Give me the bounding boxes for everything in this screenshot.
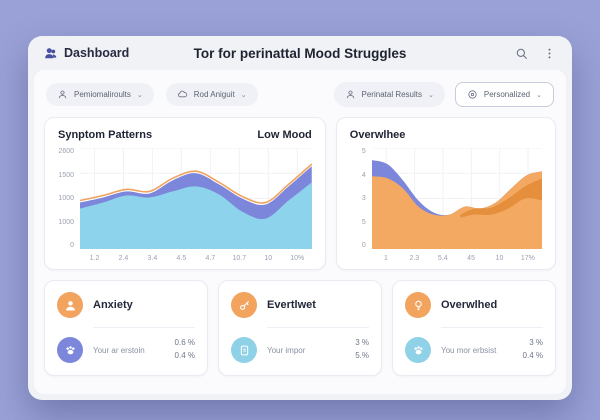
divider (93, 327, 195, 328)
chart-legend: Low Mood (257, 129, 312, 141)
y-axis-labels: 2600 1500 1000 1000 0 (58, 148, 74, 249)
stat-value-1: 3 % (355, 338, 369, 348)
search-icon[interactable] (514, 46, 528, 60)
stat-title: Overwlhed (441, 299, 498, 311)
divider (441, 327, 543, 328)
stat-title: Anxiety (93, 299, 133, 311)
person-icon (57, 292, 83, 318)
app-name: Dashboard (64, 46, 130, 60)
page-title: Tor for perinattal Mood Struggles (193, 45, 407, 61)
stat-card-anxiety[interactable]: Anxiety Your ar erstoin 0.6 % 0.4 % (44, 280, 208, 376)
chevron-down-icon: ⌄ (136, 91, 143, 99)
chevron-down-icon: ⌄ (240, 91, 247, 99)
stats-row: Anxiety Your ar erstoin 0.6 % 0.4 % (44, 280, 556, 376)
chart-title: Synptom Patterns (58, 129, 153, 141)
filter-dropdown-personalized[interactable]: Personalized ⌄ (454, 82, 554, 107)
stat-value-2: 0.4 % (522, 351, 543, 360)
dashboard-window: Dashboard Tor for perinattal Mood Strugg… (28, 36, 572, 400)
filter-label: Rod Aniguit (193, 90, 235, 99)
person-icon (58, 90, 67, 99)
stat-value-1: 0.6 % (174, 338, 195, 348)
stat-label: You mor erbsist (441, 345, 497, 355)
circle-icon (468, 90, 477, 99)
stat-values: 3 % 5.% (355, 337, 369, 363)
key-icon (231, 292, 257, 318)
filter-dropdown-1[interactable]: Pemiomaliroults ⌄ (46, 83, 154, 106)
x-axis-labels: 1.2 2.4 3.4 4.5 4.7 10.7 10 10% (89, 255, 305, 262)
stat-label: Your impor (267, 345, 306, 355)
stat-value-2: 5.% (355, 351, 369, 360)
filter-dropdown-2[interactable]: Rod Aniguit ⌄ (165, 83, 258, 106)
chart-title: Overwlhee (349, 129, 406, 141)
stat-values: 0.6 % 0.4 % (175, 337, 195, 363)
charts-row: Synptom Patterns Low Mood 2600 1500 1000 10… (44, 117, 556, 270)
stat-title: Evertlwet (267, 299, 316, 311)
symptom-patterns-chart-card: Synptom Patterns Low Mood 2600 1500 1000 10… (44, 117, 326, 270)
stat-card-evertlwet[interactable]: Evertlwet Your impor 3 % 5.% (218, 280, 382, 376)
filter-dropdown-3[interactable]: Perinatal Results ⌄ (333, 82, 445, 107)
window-header: Dashboard Tor for perinattal Mood Strugg… (28, 36, 572, 70)
document-icon (231, 337, 257, 363)
bulb-icon (405, 292, 431, 318)
stat-card-overwlhed[interactable]: Overwlhed You mor erbsist 3 % 0.4 % (392, 280, 556, 376)
paw-icon (405, 337, 431, 363)
kebab-menu-icon[interactable] (542, 46, 556, 60)
chevron-down-icon: ⌄ (536, 91, 542, 99)
chevron-down-icon: ⌄ (428, 91, 434, 99)
stat-values: 3 % 0.4 % (523, 337, 543, 363)
person-icon (346, 90, 354, 99)
stat-value-2: 0.4 % (174, 351, 195, 360)
people-logo-icon (45, 48, 57, 59)
filter-bar: Pemiomaliroults ⌄ Rod Aniguit ⌄ Perinata… (44, 78, 556, 117)
paw-icon (57, 337, 83, 363)
filter-label: Pemiomaliroults (74, 90, 131, 99)
content-panel: Pemiomaliroults ⌄ Rod Aniguit ⌄ Perinata… (34, 70, 566, 394)
stat-label: Your ar erstoin (93, 345, 145, 355)
x-axis-labels: 1 2.3 5.4 45 10 17% (384, 255, 535, 262)
area-chart[interactable] (80, 148, 312, 249)
cloud-icon (177, 90, 187, 98)
area-chart[interactable] (371, 148, 542, 249)
divider (267, 327, 369, 328)
filter-label: Perinatal Results (361, 90, 422, 99)
app-brand[interactable]: Dashboard (44, 46, 129, 60)
filter-label: Personalized (483, 90, 531, 99)
stat-value-1: 3 % (529, 338, 543, 348)
